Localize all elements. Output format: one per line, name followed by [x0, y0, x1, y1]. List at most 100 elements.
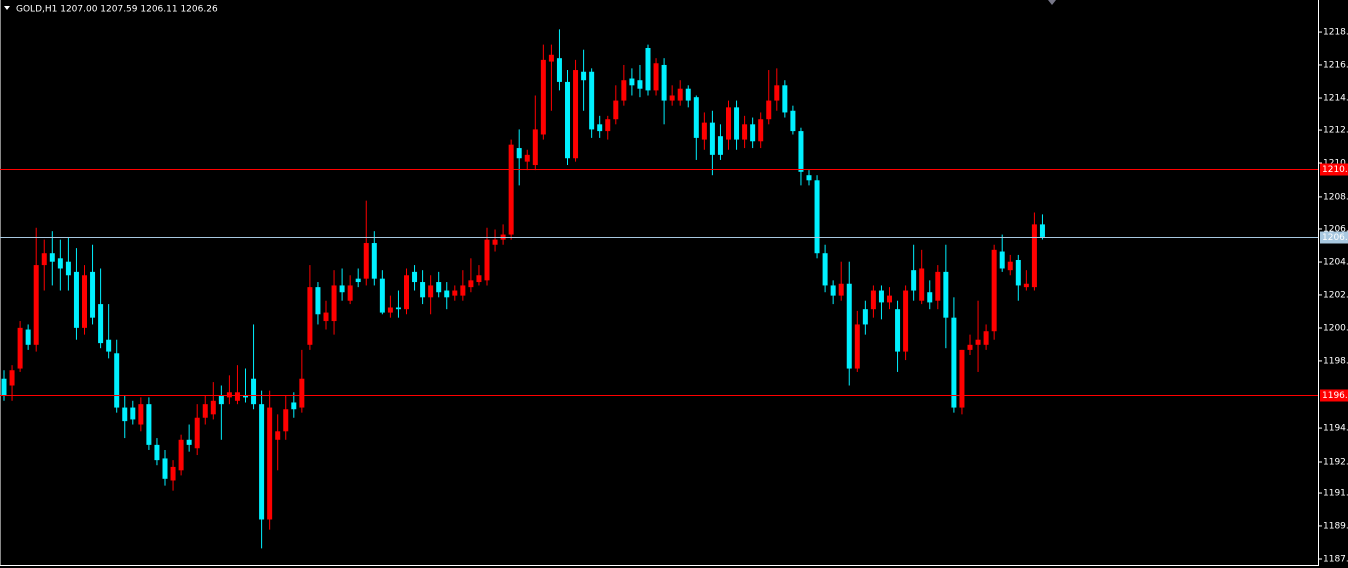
candle-body — [57, 258, 63, 269]
candle-body — [814, 180, 820, 254]
candle-body — [323, 312, 329, 322]
candle-body — [919, 268, 925, 301]
candle-body — [758, 119, 764, 142]
y-tick-label: 1208. — [1323, 192, 1348, 202]
candle-body — [90, 271, 96, 318]
y-tick-label: 1204. — [1323, 258, 1348, 268]
candle-body — [927, 292, 933, 303]
price-label-box — [1320, 163, 1348, 176]
candle-body — [653, 63, 659, 91]
y-tick-label: 1202. — [1323, 290, 1348, 300]
candle-body — [210, 400, 216, 415]
candle-body — [581, 71, 587, 81]
menu-arrow[interactable] — [4, 6, 10, 10]
candle-body — [484, 239, 490, 281]
candle-body — [307, 287, 313, 345]
y-tick-label: 1212. — [1323, 126, 1348, 136]
candle-body — [565, 81, 570, 159]
candle-body — [178, 439, 184, 471]
candle-body — [114, 353, 120, 408]
candle-body — [339, 285, 345, 293]
candle-body — [436, 282, 442, 293]
candle-body — [444, 290, 450, 298]
candle-body — [774, 85, 780, 101]
candle-body — [878, 290, 884, 303]
candle-body — [717, 136, 723, 155]
candle-body — [226, 392, 232, 398]
candle-body — [806, 175, 812, 181]
candle-body — [492, 239, 498, 245]
candle-body — [709, 122, 715, 155]
candle-body — [170, 466, 176, 481]
candle-body — [693, 97, 699, 138]
y-tick-label: 1191. — [1323, 489, 1348, 499]
candle-body — [911, 270, 917, 291]
candle-body — [283, 409, 289, 432]
y-tick-label: 1210. — [1323, 158, 1348, 168]
candle-body — [73, 271, 79, 328]
candle-body — [573, 70, 579, 159]
candle-body — [621, 80, 627, 101]
candle-body — [387, 307, 393, 313]
candle-body — [1031, 224, 1037, 288]
y-tick-label: 1198. — [1323, 356, 1348, 366]
y-tick-label: 1206. — [1323, 224, 1348, 234]
candle-body — [677, 88, 683, 101]
candle-body — [460, 285, 466, 296]
candle-body — [1023, 283, 1029, 288]
candle-body — [98, 304, 104, 344]
y-tick-label: 1187. — [1323, 555, 1348, 565]
candle-body — [138, 404, 144, 425]
candle-body — [355, 278, 361, 283]
candle-body — [798, 131, 804, 172]
candle-body — [476, 275, 482, 283]
candle-body — [25, 329, 31, 345]
candle-body — [701, 122, 707, 140]
candle-body — [395, 307, 401, 310]
candle-body — [363, 243, 369, 279]
candle-body — [1, 378, 7, 396]
candle-body — [82, 275, 87, 328]
y-tick-label: 1216. — [1323, 60, 1348, 70]
candle-body — [661, 64, 667, 101]
price-label-box — [1320, 231, 1348, 244]
candle-body — [943, 271, 949, 318]
candle-body — [379, 278, 385, 313]
candle-body — [669, 95, 675, 101]
candle-body — [983, 331, 989, 345]
candle-body — [243, 395, 248, 398]
candle-body — [122, 407, 128, 422]
candle-body — [202, 404, 208, 418]
candle-body — [218, 395, 224, 405]
candle-body — [613, 100, 619, 120]
candle-body — [404, 275, 409, 310]
candle-body — [790, 110, 796, 132]
candle-body — [548, 54, 554, 62]
y-tick-label: 1189. — [1323, 521, 1348, 531]
candle-body — [130, 407, 136, 420]
shift-marker — [1048, 0, 1056, 5]
candle-body — [838, 283, 844, 296]
candle-body — [452, 290, 458, 296]
price-label: 1206. — [1322, 233, 1348, 243]
candle-body — [991, 249, 997, 332]
candle-body — [951, 317, 957, 408]
candle-body — [65, 261, 71, 276]
candle-body — [742, 124, 748, 140]
candle-body — [516, 148, 522, 159]
candle-body — [162, 458, 168, 479]
candle-body — [524, 154, 530, 162]
candle-body — [540, 59, 546, 135]
candle-body — [291, 402, 297, 410]
price-label: 1210. — [1322, 165, 1348, 175]
candle-body — [685, 88, 691, 101]
candle-body — [331, 285, 337, 322]
price-label: 1196. — [1322, 391, 1348, 401]
y-tick-label: 1218. — [1323, 28, 1348, 38]
candle-body — [854, 324, 860, 369]
candle-body — [347, 285, 353, 301]
candle-body — [782, 85, 788, 113]
candle-body — [468, 280, 474, 288]
candle-body — [251, 378, 257, 405]
